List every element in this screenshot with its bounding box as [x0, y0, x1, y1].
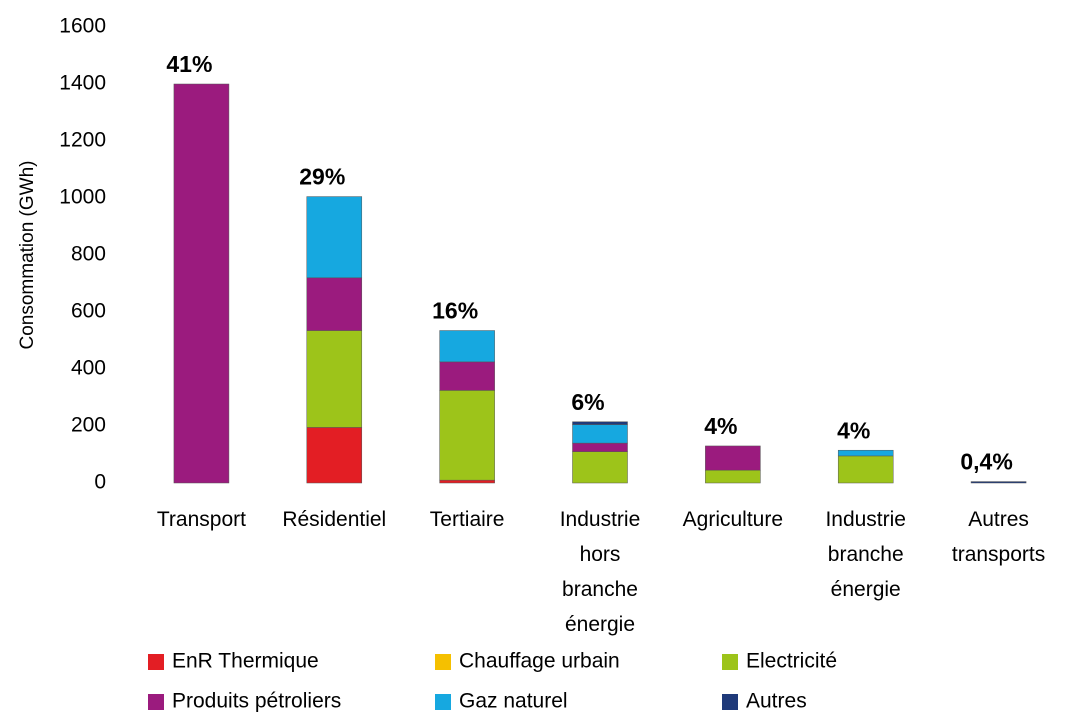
legend-label: Gaz naturel: [459, 690, 568, 713]
bar-total-label: 6%: [571, 389, 604, 415]
legend-swatch: [722, 654, 738, 670]
legend-swatch: [435, 654, 451, 670]
y-tick-label: 1600: [59, 15, 106, 38]
bar-segment: [306, 196, 363, 279]
bar-total-label: 4%: [704, 413, 737, 439]
bar-segment: [970, 481, 1027, 484]
bar-segment: [572, 442, 628, 452]
legend-swatch: [722, 694, 738, 710]
y-tick-label: 1000: [59, 186, 106, 209]
x-tick-label: Autres transports: [952, 508, 1045, 566]
bar-segment: [439, 330, 495, 363]
bar-segment: [439, 390, 495, 481]
bar-segment: [837, 449, 894, 457]
bar-total-label: 29%: [299, 164, 345, 190]
legend-label: Produits pétroliers: [172, 690, 341, 713]
bar-segment: [306, 277, 363, 331]
bar-segment: [705, 445, 761, 471]
bar-segment: [439, 361, 495, 391]
bar-segment: [572, 451, 628, 484]
x-tick-label: Transport: [157, 508, 246, 531]
y-axis-title: Consommation (GWh): [17, 161, 38, 350]
x-tick-label: Industrie hors branche énergie: [560, 508, 641, 636]
x-tick-label: Tertiaire: [430, 508, 505, 531]
legend-swatch: [435, 694, 451, 710]
y-tick-label: 400: [71, 357, 106, 380]
bar-total-label: 4%: [837, 417, 870, 443]
bar-segment: [572, 424, 628, 444]
bar-segment: [572, 421, 628, 425]
bar-total-label: 16%: [432, 298, 478, 324]
legend-swatch: [148, 694, 164, 710]
y-tick-label: 1400: [59, 72, 106, 95]
bar-segment: [837, 455, 894, 484]
x-tick-label: Résidentiel: [282, 508, 386, 531]
bar-segment: [306, 427, 363, 484]
legend-label: Electricité: [746, 650, 837, 673]
x-tick-label: Agriculture: [683, 508, 783, 531]
bar-segment: [705, 469, 761, 484]
y-tick-label: 0: [94, 471, 106, 494]
legend-label: Chauffage urbain: [459, 650, 620, 673]
y-tick-label: 800: [71, 243, 106, 266]
legend-label: EnR Thermique: [172, 650, 319, 673]
y-tick-label: 200: [71, 414, 106, 437]
bar-segment: [306, 330, 363, 428]
y-tick-label: 1200: [59, 129, 106, 152]
legend-label: Autres: [746, 690, 807, 713]
bar-segment: [439, 479, 495, 484]
x-tick-label: Industrie branche énergie: [825, 508, 906, 601]
bar-segment: [173, 83, 230, 484]
bar-total-label: 0,4%: [960, 449, 1012, 475]
legend-swatch: [148, 654, 164, 670]
bar-total-label: 41%: [166, 51, 212, 77]
y-tick-label: 600: [71, 300, 106, 323]
